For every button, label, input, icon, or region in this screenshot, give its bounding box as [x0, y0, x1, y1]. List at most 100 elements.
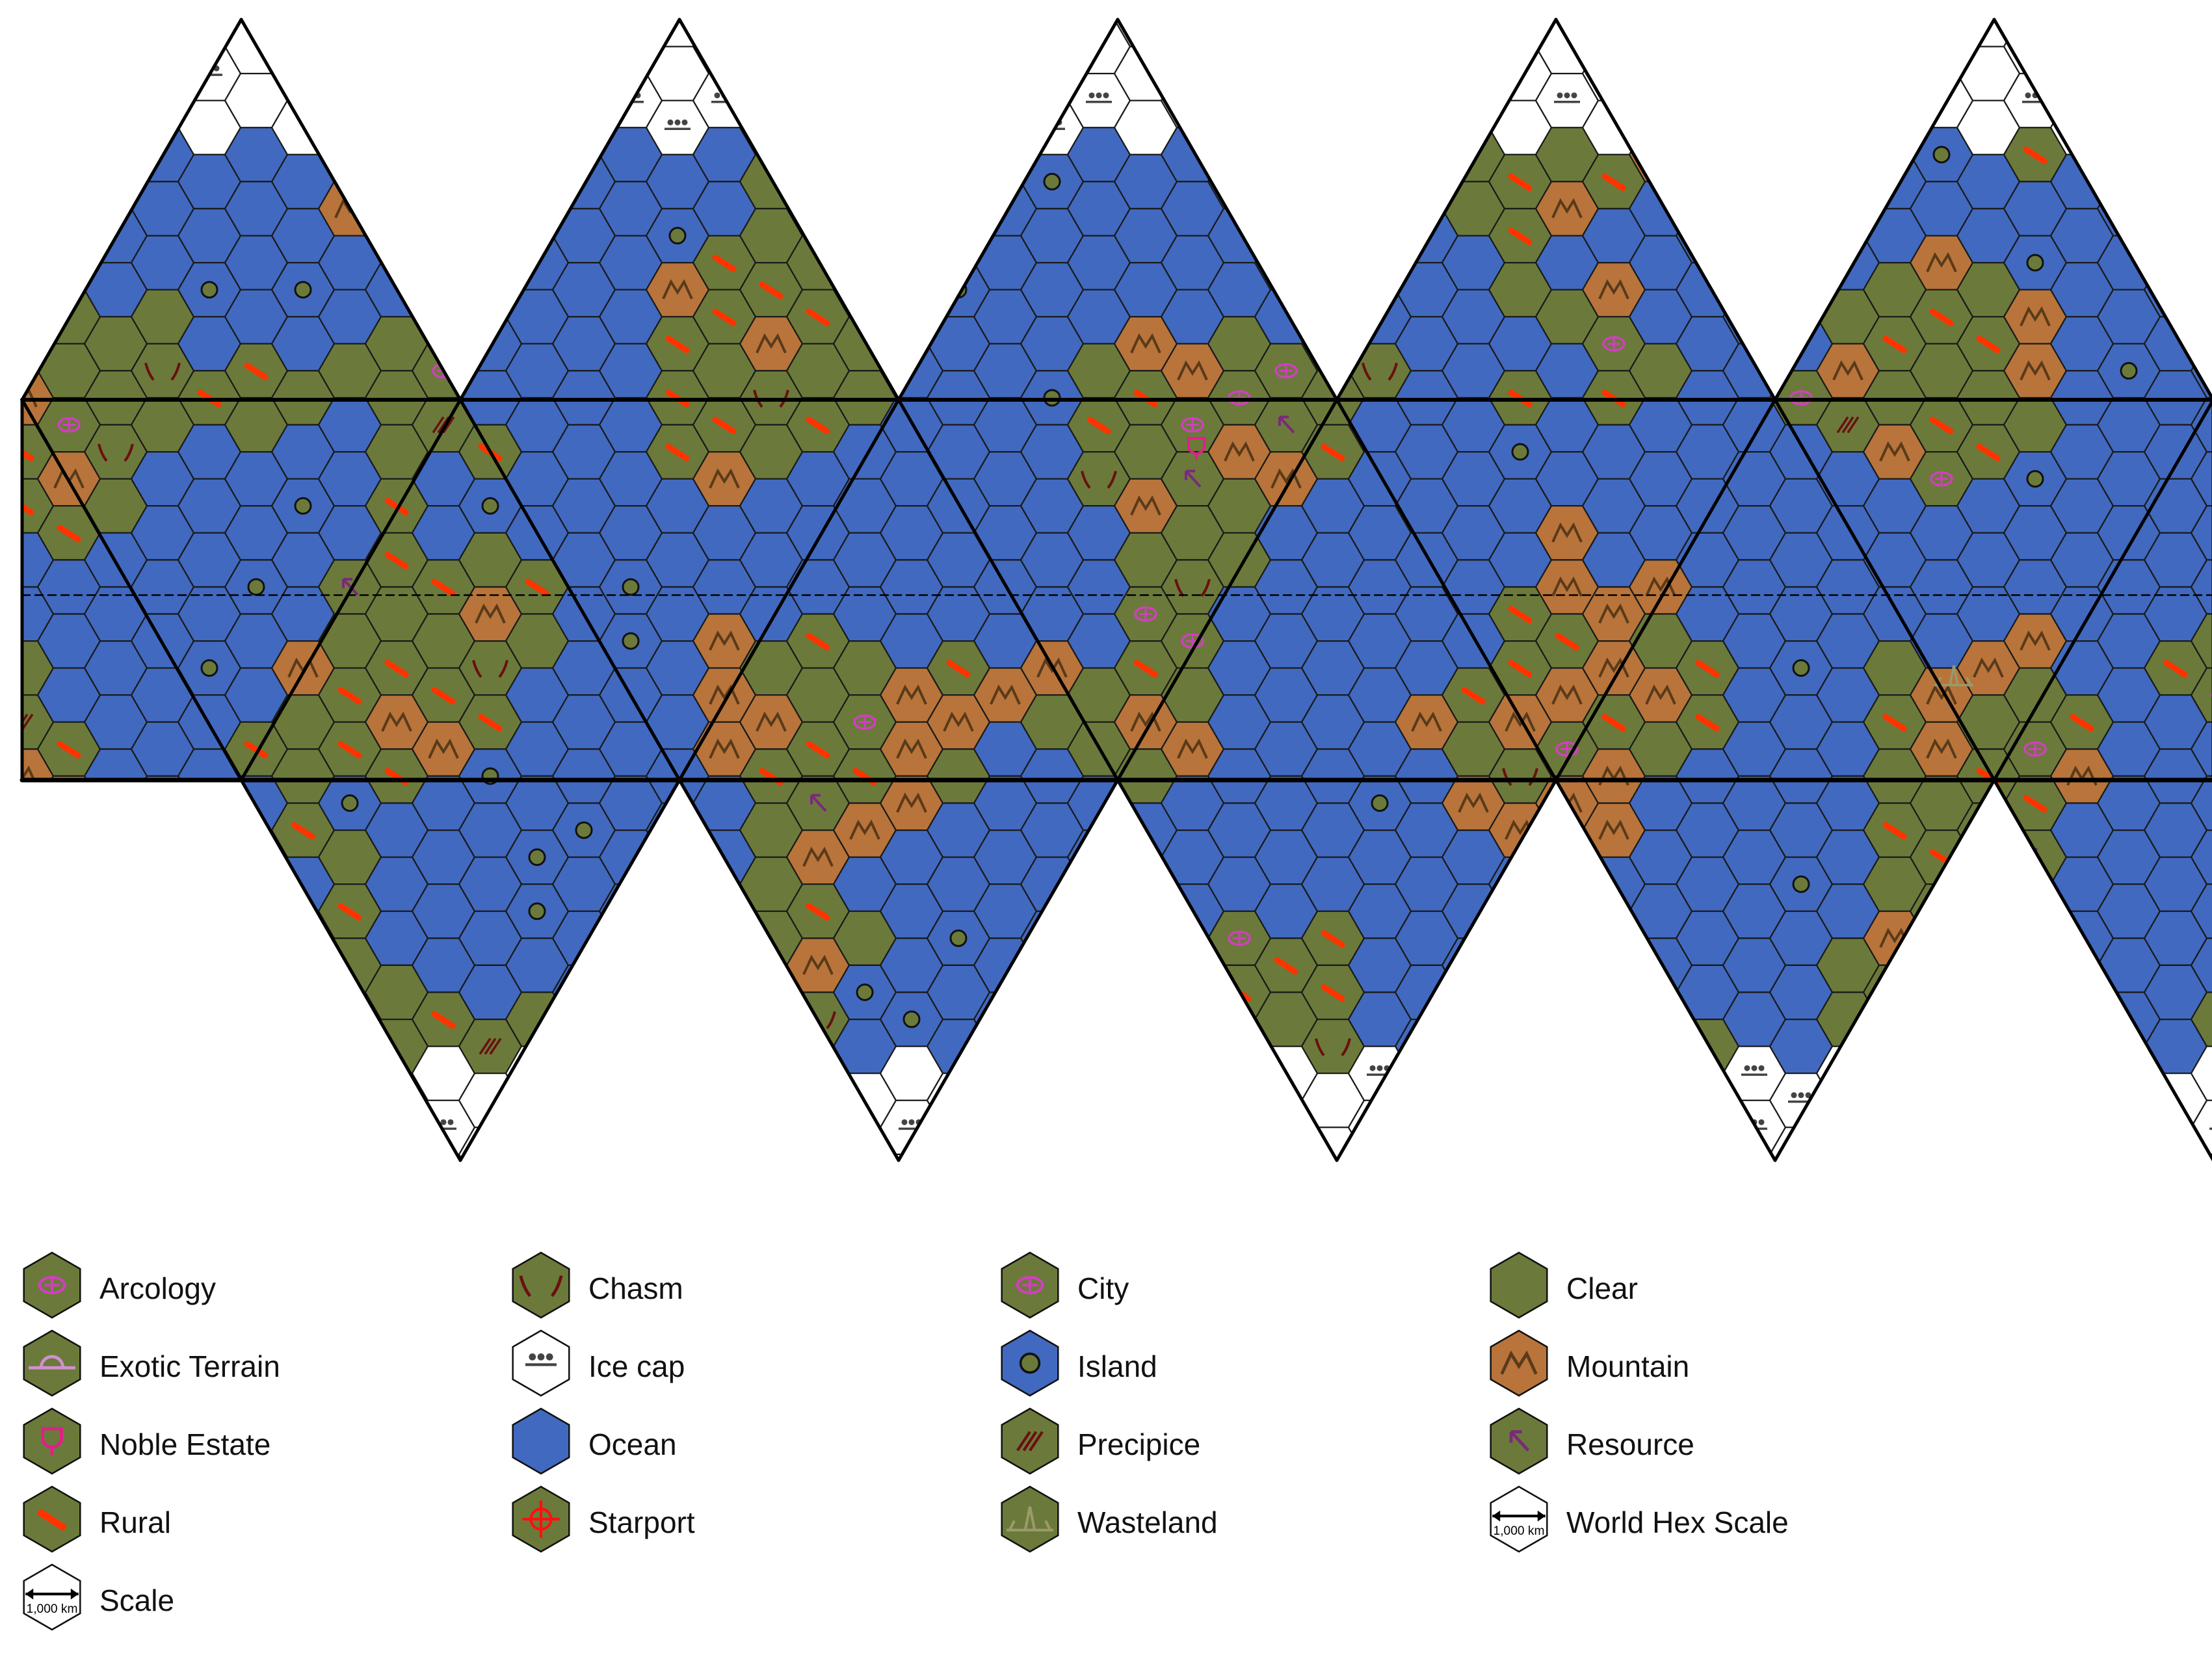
icecap-symbol [899, 92, 925, 103]
city-symbol [1555, 741, 1579, 757]
icecap-symbol [1694, 65, 1720, 76]
starport-symbol [160, 826, 191, 857]
legend-label: Scale [99, 1583, 175, 1617]
hex-ice [2190, 1153, 2212, 1160]
resource-symbol [1278, 415, 1295, 434]
rural-symbol [2070, 714, 2094, 732]
mountain-symbol [1832, 360, 1863, 381]
icecap-symbol [945, 1092, 971, 1103]
hex-ocean [83, 802, 148, 858]
hex-clear [1488, 1019, 1553, 1075]
hex-ice [1675, 20, 1740, 47]
hex-clear [879, 235, 944, 291]
hex-ice [22, 46, 55, 101]
mountain-symbol [1879, 441, 1910, 462]
hex-ocean [2096, 127, 2161, 183]
icecap-symbol [758, 119, 784, 131]
rural-symbol [22, 497, 34, 515]
icecap-symbol [665, 1092, 691, 1103]
hex-ocean [2190, 559, 2212, 615]
hex-ice [551, 1127, 616, 1160]
mountain-symbol [896, 684, 927, 705]
hex-ice [1675, 99, 1740, 155]
mountain-symbol [756, 1036, 787, 1056]
island-symbol [2026, 254, 2044, 272]
mountain-symbol [709, 1008, 740, 1029]
icecap-symbol [1414, 119, 1440, 131]
mountain-symbol [1598, 279, 1629, 300]
hex-ice [1254, 1153, 1319, 1160]
hex-ocean [1254, 127, 1319, 183]
hex-ice [2096, 1153, 2161, 1160]
icecap-symbol [665, 20, 691, 22]
rural-symbol [712, 417, 737, 435]
hex-mountain [692, 937, 757, 993]
icecap-symbol [2069, 20, 2095, 22]
mountain-symbol [22, 387, 38, 408]
mountain-symbol [1551, 198, 1583, 218]
icecap-symbol [1554, 1119, 1580, 1130]
rural-symbol [1321, 443, 1345, 462]
legend-swatch-icon [23, 1329, 81, 1397]
hex-ice [1020, 1127, 1085, 1160]
mountain-symbol [943, 711, 974, 732]
hex-ice [83, 1127, 148, 1160]
icecap-symbol [1507, 20, 1533, 22]
hex-ocean [1722, 235, 1787, 291]
hex-mountain [411, 181, 476, 237]
icecap-symbol [1226, 20, 1252, 22]
hex-ocean [1347, 235, 1412, 291]
hex-clear [2003, 991, 2068, 1047]
hex-ice [1534, 1153, 1600, 1160]
rural-symbol [806, 903, 830, 921]
hex-ice [692, 1153, 757, 1160]
legend-swatch-icon [23, 1251, 81, 1319]
hex-ocean [2143, 153, 2208, 210]
hex-ice [1862, 99, 1927, 155]
hex-ice [1207, 1127, 1272, 1160]
map-legend: Arcology Chasm City Clear Exotic Terrain Ice … [18, 1251, 2190, 1641]
mountain-symbol [849, 819, 880, 840]
hex-mountain [1160, 991, 1225, 1047]
hex-ocean [2049, 1019, 2114, 1075]
mountain-symbol [1645, 684, 1676, 705]
rural-symbol [759, 984, 783, 1002]
icecap-symbol [945, 65, 971, 76]
rural-symbol [1929, 308, 1954, 326]
mountain-symbol [756, 333, 787, 354]
hex-ice [1441, 20, 1506, 75]
city-symbol [1602, 336, 1626, 352]
rural-symbol [806, 146, 830, 164]
rural-symbol [806, 632, 830, 651]
hex-ice [1862, 1127, 1927, 1160]
hex-ice [22, 20, 55, 47]
scale-text: 1,000 km [27, 1602, 78, 1616]
hex-clear [645, 1019, 710, 1075]
icecap-symbol [2209, 100, 2212, 103]
rural-symbol [244, 740, 269, 759]
hex-ocean [22, 153, 55, 210]
rural-symbol [899, 254, 924, 272]
legend-label: Chasm [588, 1271, 683, 1305]
rural-symbol [1321, 335, 1345, 354]
icecap-symbol [56, 92, 82, 103]
mountain-symbol [615, 1008, 646, 1029]
hex-ice [692, 20, 757, 21]
icecap-symbol [150, 1065, 176, 1076]
rural-symbol [1976, 335, 2001, 354]
hex-ocean [36, 181, 101, 237]
island-symbol [200, 929, 218, 947]
hex-ocean [224, 937, 289, 993]
hex-ice [1441, 1153, 1506, 1160]
hex-ice [739, 20, 804, 47]
icecap-symbol [2022, 38, 2048, 49]
hex-ice [1207, 1073, 1272, 1128]
icecap-symbol [1179, 92, 1205, 103]
hex-ice [1488, 20, 1553, 47]
icecap-symbol [1133, 1092, 1159, 1103]
legend-item-noble-estate: Noble Estate [18, 1407, 473, 1479]
mountain-symbol [1551, 684, 1583, 705]
hex-ice [1488, 1073, 1553, 1128]
mountain-symbol [428, 198, 459, 218]
hex-ice [1722, 73, 1787, 129]
